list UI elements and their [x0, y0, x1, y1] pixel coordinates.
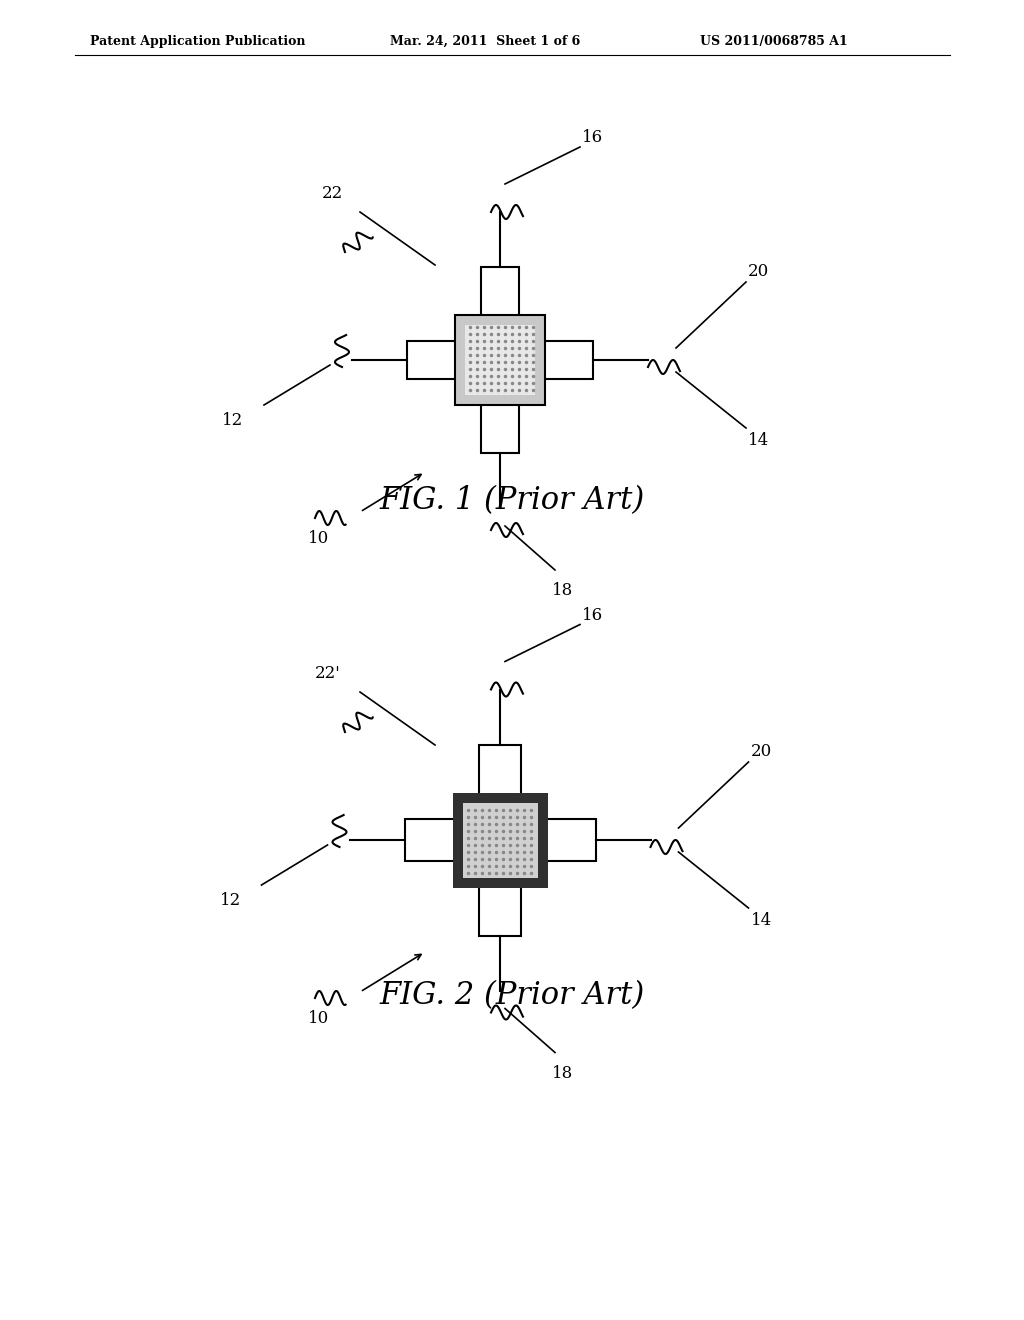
Bar — [481, 267, 519, 317]
Text: 20: 20 — [751, 743, 772, 760]
Text: 18: 18 — [552, 582, 573, 599]
Text: FIG. 2 (Prior Art): FIG. 2 (Prior Art) — [379, 979, 645, 1011]
Bar — [404, 818, 455, 861]
Text: 22': 22' — [315, 665, 341, 682]
Bar — [463, 803, 538, 878]
Text: 14: 14 — [751, 912, 772, 929]
Text: US 2011/0068785 A1: US 2011/0068785 A1 — [700, 36, 848, 48]
Bar — [465, 325, 535, 395]
Text: 14: 14 — [748, 432, 769, 449]
Text: FIG. 1 (Prior Art): FIG. 1 (Prior Art) — [379, 484, 645, 516]
Bar — [479, 744, 521, 795]
Text: 16: 16 — [582, 606, 603, 623]
Bar — [546, 818, 596, 861]
Text: 16: 16 — [582, 129, 603, 147]
Text: 22: 22 — [322, 185, 343, 202]
Bar — [481, 403, 519, 453]
Text: Patent Application Publication: Patent Application Publication — [90, 36, 305, 48]
Text: 12: 12 — [219, 892, 241, 909]
Bar — [479, 886, 521, 936]
Text: 18: 18 — [552, 1064, 573, 1081]
Bar — [453, 792, 548, 887]
Text: 10: 10 — [308, 1010, 330, 1027]
Text: Mar. 24, 2011  Sheet 1 of 6: Mar. 24, 2011 Sheet 1 of 6 — [390, 36, 581, 48]
Bar — [543, 341, 593, 379]
Text: 20: 20 — [748, 263, 769, 280]
Text: 10: 10 — [308, 531, 330, 546]
Bar — [455, 315, 545, 405]
Bar — [407, 341, 457, 379]
Text: 12: 12 — [222, 412, 244, 429]
